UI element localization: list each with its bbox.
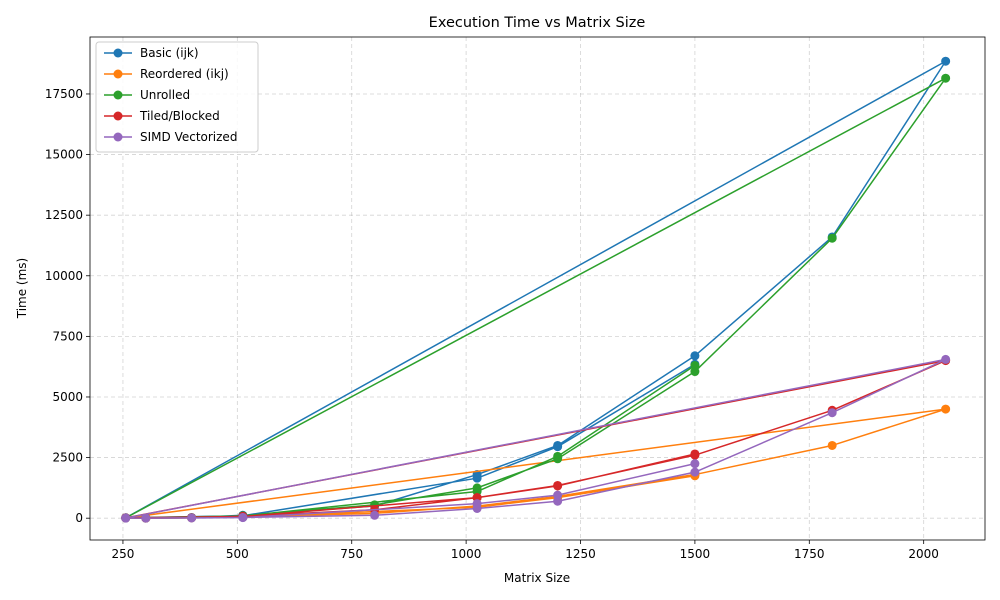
y-axis-title: Time (ms) xyxy=(15,258,29,320)
x-tick-label: 2000 xyxy=(908,547,939,561)
data-point xyxy=(553,481,563,491)
legend-swatch-marker xyxy=(113,48,123,58)
data-point xyxy=(187,513,197,523)
x-tick-label: 1750 xyxy=(794,547,825,561)
y-tick-label: 5000 xyxy=(52,390,83,404)
data-point xyxy=(941,73,951,83)
data-point xyxy=(941,56,951,66)
legend: Basic (ijk) Reordered (ikj) Unrolled Tiled/… xyxy=(95,41,259,153)
y-tick-label: 17500 xyxy=(45,87,83,101)
data-point xyxy=(121,513,131,523)
series-simd-vectorized xyxy=(121,354,951,523)
legend-label: Reordered (ikj) xyxy=(140,67,229,81)
data-point xyxy=(690,351,700,361)
data-point xyxy=(827,440,837,450)
data-point xyxy=(472,473,482,483)
series-group xyxy=(121,56,951,523)
data-point xyxy=(690,467,700,477)
x-tick-label: 1000 xyxy=(451,547,482,561)
legend-label: Unrolled xyxy=(140,88,190,102)
data-point xyxy=(827,408,837,418)
legend-item: SIMD Vectorized xyxy=(104,130,237,144)
data-point xyxy=(553,490,563,500)
y-tick-label: 10000 xyxy=(45,269,83,283)
y-tick-label: 12500 xyxy=(45,208,83,222)
data-point xyxy=(553,442,563,452)
data-point xyxy=(827,233,837,243)
y-tick-label: 0 xyxy=(75,511,83,525)
x-tick-label: 1250 xyxy=(565,547,596,561)
data-point xyxy=(690,459,700,469)
data-point xyxy=(941,404,951,414)
legend-frame xyxy=(95,41,259,153)
data-point xyxy=(238,513,248,523)
x-axis: 250 500 750 1000 1250 1500 1750 2000 xyxy=(111,540,939,561)
legend-swatch-marker xyxy=(113,69,123,79)
data-point xyxy=(141,513,151,523)
x-tick-label: 1500 xyxy=(680,547,711,561)
data-point xyxy=(690,360,700,370)
legend-swatch-marker xyxy=(113,111,123,121)
data-point xyxy=(370,510,380,520)
data-point xyxy=(690,449,700,459)
legend-swatch-marker xyxy=(113,90,123,100)
chart-title: Execution Time vs Matrix Size xyxy=(429,15,646,31)
y-tick-label: 15000 xyxy=(45,148,83,162)
x-axis-title: Matrix Size xyxy=(504,571,570,585)
plot-frame xyxy=(89,36,986,541)
data-point xyxy=(472,499,482,509)
legend-label: Basic (ijk) xyxy=(140,46,199,60)
legend-item: Unrolled xyxy=(104,88,190,102)
legend-item: Reordered (ikj) xyxy=(104,67,229,81)
legend-label: Tiled/Blocked xyxy=(139,109,220,123)
legend-swatch-marker xyxy=(113,132,123,142)
x-tick-label: 250 xyxy=(111,547,134,561)
y-tick-label: 7500 xyxy=(52,329,83,343)
data-point xyxy=(553,451,563,461)
x-tick-label: 750 xyxy=(340,547,363,561)
x-tick-label: 500 xyxy=(226,547,249,561)
legend-label: SIMD Vectorized xyxy=(140,130,237,144)
legend-item: Basic (ijk) xyxy=(104,46,199,60)
y-axis: 0 2500 5000 7500 10000 12500 15000 17500 xyxy=(45,87,90,525)
y-tick-label: 2500 xyxy=(52,451,83,465)
legend-item: Tiled/Blocked xyxy=(104,109,220,123)
data-point xyxy=(941,354,951,364)
